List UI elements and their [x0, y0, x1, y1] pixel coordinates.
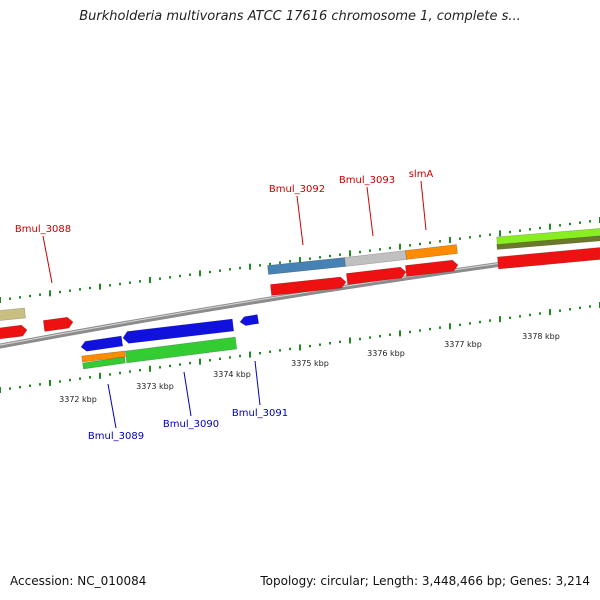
genome-summary-text: Topology: circular; Length: 3,448,466 bp… [260, 574, 590, 588]
feature-green-1[interactable] [82, 356, 126, 370]
label-leader-line [296, 195, 304, 246]
feature-steelblue[interactable] [267, 257, 346, 275]
gene-label-bmul-3093[interactable]: Bmul_3093 [339, 175, 395, 186]
feature-red-plus-4[interactable] [497, 247, 600, 270]
feature-red-plus-3[interactable] [405, 259, 459, 277]
feature-orange-lower[interactable] [81, 350, 126, 363]
feature-blue-3[interactable] [239, 314, 260, 326]
scale-tick-label: 3373 kbp [136, 382, 174, 391]
gene-labels[interactable]: Bmul_3088 Bmul_3092 Bmul_3093 slmA Bmul_3089… [15, 169, 434, 442]
label-leader-line [366, 186, 374, 237]
lower-tick-track [0, 302, 600, 393]
scale-labels: 3372 kbp 3373 kbp 3374 kbp 3375 kbp 3376 kbp… [59, 332, 560, 404]
scale-tick-label: 3377 kbp [444, 340, 482, 349]
feature-red-plus-1[interactable] [270, 276, 347, 296]
accession-text: Accession: NC_010084 [10, 574, 147, 588]
gene-label-slma[interactable]: slmA [409, 169, 434, 180]
label-leader-line [107, 383, 117, 429]
feature-olive[interactable] [496, 235, 600, 250]
feature-green-2[interactable] [124, 336, 238, 364]
feature-red-plus-2[interactable] [346, 266, 407, 285]
scale-tick-label: 3374 kbp [213, 370, 251, 379]
label-leader-line [42, 235, 53, 284]
gene-label-bmul-3090[interactable]: Bmul_3090 [163, 419, 219, 430]
scale-tick-label: 3376 kbp [367, 349, 405, 358]
feature-orange-upper[interactable] [405, 244, 458, 260]
label-leaders [42, 180, 427, 429]
gene-label-bmul-3089[interactable]: Bmul_3089 [88, 431, 144, 442]
gene-label-bmul-3091[interactable]: Bmul_3091 [232, 408, 288, 419]
map-title: Burkholderia multivorans ATCC 17616 chro… [79, 9, 521, 24]
label-leader-line [420, 180, 427, 231]
feature-blue-1[interactable] [80, 335, 124, 352]
feature-red-plus-3088[interactable] [42, 316, 74, 332]
scale-tick-label: 3378 kbp [522, 332, 560, 341]
upper-tick-track [0, 217, 600, 303]
label-leader-line [254, 360, 261, 406]
feature-khaki[interactable] [0, 307, 26, 321]
feature-track[interactable] [0, 228, 600, 370]
feature-red-plus-left[interactable] [0, 324, 28, 340]
label-leader-line [183, 371, 192, 417]
gene-label-bmul-3088[interactable]: Bmul_3088 [15, 224, 71, 235]
gene-label-bmul-3092[interactable]: Bmul_3092 [269, 184, 325, 195]
scale-tick-label: 3372 kbp [59, 395, 97, 404]
feature-lightgray[interactable] [344, 250, 407, 267]
scale-tick-label: 3375 kbp [291, 359, 329, 368]
feature-blue-2[interactable] [122, 318, 235, 344]
